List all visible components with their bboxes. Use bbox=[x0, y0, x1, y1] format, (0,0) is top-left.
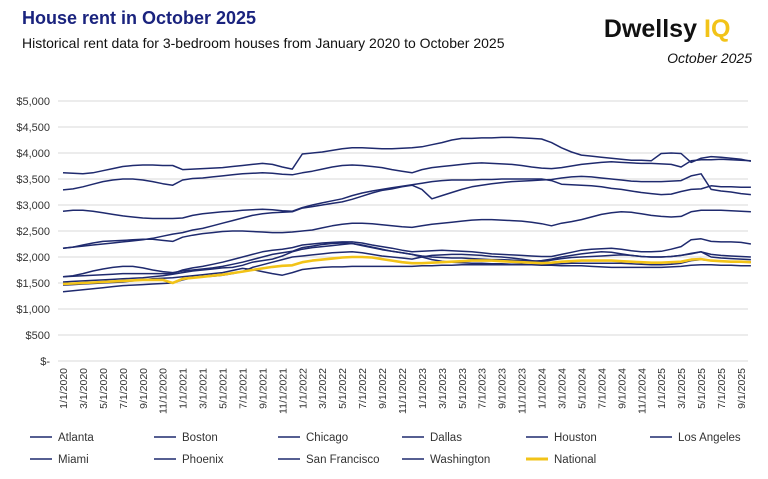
legend-label: Washington bbox=[430, 454, 490, 466]
x-tick-label: 3/1/2024 bbox=[557, 368, 569, 409]
x-tick-label: 11/1/2024 bbox=[636, 368, 648, 414]
x-tick-label: 7/1/2020 bbox=[118, 368, 130, 409]
x-tick-label: 3/1/2022 bbox=[317, 368, 329, 409]
series-line bbox=[62, 264, 751, 286]
x-tick-label: 3/1/2023 bbox=[437, 368, 449, 409]
x-tick-label: 9/1/2023 bbox=[497, 368, 509, 409]
series-line bbox=[62, 136, 752, 175]
legend-label: Miami bbox=[58, 454, 89, 466]
legend-label: San Francisco bbox=[306, 454, 380, 466]
x-tick-label: 9/1/2024 bbox=[616, 368, 628, 409]
x-tick-label: 1/1/2020 bbox=[58, 368, 70, 409]
y-tick-label: $2,000 bbox=[16, 252, 50, 264]
chart-subtitle: Historical rent data for 3-bedroom house… bbox=[22, 35, 505, 51]
series-line bbox=[62, 209, 751, 249]
series-line bbox=[62, 255, 751, 286]
x-tick-label: 1/1/2025 bbox=[656, 368, 668, 409]
brand-date: October 2025 bbox=[667, 50, 752, 66]
legend-label: Atlanta bbox=[58, 432, 94, 444]
x-tick-label: 5/1/2024 bbox=[576, 368, 588, 409]
x-tick-label: 1/1/2021 bbox=[178, 368, 190, 409]
x-tick-label: 7/1/2023 bbox=[477, 368, 489, 409]
y-tick-label: $5,000 bbox=[16, 96, 50, 108]
series-line bbox=[62, 242, 751, 283]
y-tick-label: $500 bbox=[26, 330, 50, 342]
series-line bbox=[62, 173, 751, 249]
x-tick-label: 11/1/2020 bbox=[158, 368, 170, 414]
y-tick-label: $- bbox=[40, 356, 50, 368]
x-tick-label: 5/1/2020 bbox=[98, 368, 110, 409]
x-tick-label: 3/1/2021 bbox=[198, 368, 210, 409]
brand-name: Dwellsy bbox=[604, 15, 697, 43]
legend-label: Phoenix bbox=[182, 454, 224, 466]
x-tick-label: 11/1/2022 bbox=[397, 368, 409, 414]
x-tick-label: 1/1/2024 bbox=[537, 368, 549, 409]
x-tick-label: 9/1/2021 bbox=[257, 368, 269, 409]
x-tick-label: 1/1/2023 bbox=[417, 368, 429, 409]
x-tick-label: 7/1/2024 bbox=[596, 368, 608, 409]
x-tick-label: 11/1/2021 bbox=[277, 368, 289, 414]
legend-label: Chicago bbox=[306, 432, 348, 444]
series-line bbox=[62, 242, 751, 278]
x-tick-label: 7/1/2021 bbox=[237, 368, 249, 409]
x-tick-label: 7/1/2025 bbox=[716, 368, 728, 409]
x-tick-label: 7/1/2022 bbox=[357, 368, 369, 409]
legend-label: Dallas bbox=[430, 432, 462, 444]
y-tick-label: $2,500 bbox=[16, 226, 50, 238]
legend-label: Houston bbox=[554, 432, 597, 444]
x-tick-label: 5/1/2022 bbox=[337, 368, 349, 409]
y-tick-label: $4,500 bbox=[16, 122, 50, 134]
x-tick-label: 3/1/2020 bbox=[78, 368, 90, 409]
x-tick-label: 5/1/2023 bbox=[457, 368, 469, 409]
legend-label: Los Angeles bbox=[678, 432, 741, 444]
y-tick-label: $1,500 bbox=[16, 278, 50, 290]
brand-mark: IQ bbox=[704, 15, 730, 43]
x-tick-label: 9/1/2020 bbox=[138, 368, 150, 409]
x-tick-label: 11/1/2023 bbox=[517, 368, 529, 414]
x-tick-label: 5/1/2025 bbox=[696, 368, 708, 409]
series-line bbox=[62, 158, 751, 191]
x-tick-label: 3/1/2025 bbox=[676, 368, 688, 409]
y-tick-label: $3,500 bbox=[16, 174, 50, 186]
x-tick-label: 9/1/2025 bbox=[736, 368, 748, 409]
y-tick-label: $1,000 bbox=[16, 304, 50, 316]
x-tick-label: 9/1/2022 bbox=[377, 368, 389, 409]
x-tick-label: 5/1/2021 bbox=[218, 368, 230, 409]
legend-label: National bbox=[554, 454, 596, 466]
y-tick-label: $3,000 bbox=[16, 200, 50, 212]
legend-label: Boston bbox=[182, 432, 218, 444]
x-tick-label: 1/1/2022 bbox=[297, 368, 309, 409]
y-tick-label: $4,000 bbox=[16, 148, 50, 160]
chart-title: House rent in October 2025 bbox=[22, 8, 256, 28]
